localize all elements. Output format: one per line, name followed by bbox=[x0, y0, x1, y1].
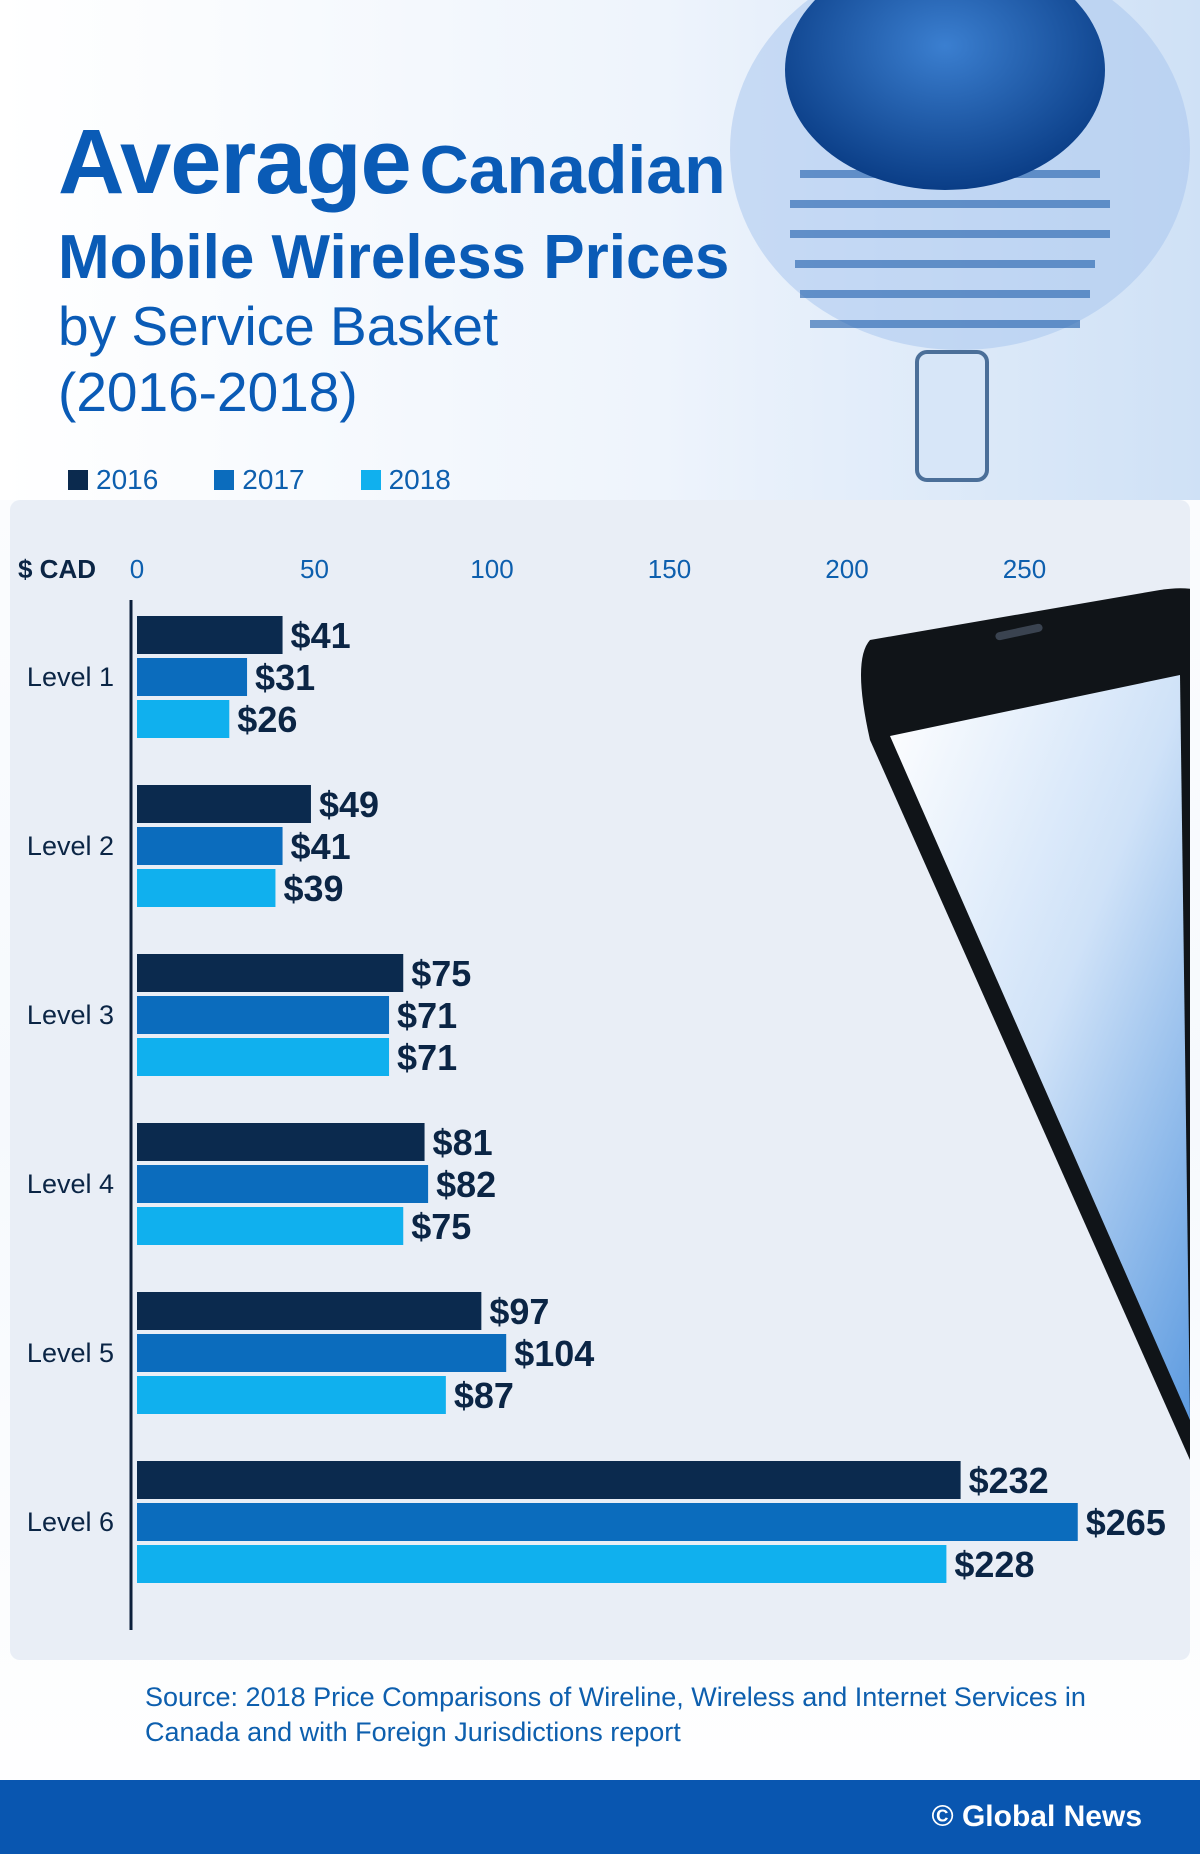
bar-2018-level-2 bbox=[137, 869, 276, 907]
legend-label-2016: 2016 bbox=[96, 464, 159, 495]
bar-2017-level-5 bbox=[137, 1334, 507, 1372]
bar-value-label: $232 bbox=[969, 1460, 1049, 1501]
x-tick-label: 50 bbox=[300, 554, 329, 584]
category-label: Level 5 bbox=[27, 1338, 114, 1368]
bar-value-label: $81 bbox=[433, 1122, 493, 1163]
brand-credit: © Global News bbox=[931, 1800, 1142, 1833]
bar-2018-level-6 bbox=[137, 1545, 947, 1583]
category-label: Level 4 bbox=[27, 1169, 114, 1199]
bar-2016-level-2 bbox=[137, 785, 311, 823]
category-label: Level 3 bbox=[27, 1000, 114, 1030]
bar-value-label: $75 bbox=[411, 953, 471, 994]
category-label: Level 6 bbox=[27, 1507, 114, 1537]
legend-item-2018: 2018 bbox=[360, 464, 451, 496]
bar-value-label: $71 bbox=[397, 1037, 457, 1078]
bar-2016-level-5 bbox=[137, 1292, 482, 1330]
title-canadian: Canadian bbox=[419, 132, 726, 208]
bar-value-label: $49 bbox=[319, 784, 379, 825]
legend-label-2017: 2017 bbox=[242, 464, 305, 495]
title-line-1: Average Canadian bbox=[58, 110, 726, 215]
bar-value-label: $75 bbox=[411, 1206, 471, 1247]
bar-2018-level-4 bbox=[137, 1207, 404, 1245]
footer-bar: © Global News bbox=[0, 1780, 1200, 1854]
chart-panel: $ CAD 0 50 100 150 200 250 Level 1 Level 2 Level … bbox=[10, 500, 1190, 1660]
bar-value-label: $228 bbox=[954, 1544, 1034, 1585]
bar-value-label: $41 bbox=[291, 615, 351, 656]
title-line-4: (2016-2018) bbox=[58, 361, 358, 423]
bar-value-label: $41 bbox=[291, 826, 351, 867]
x-tick-label: 150 bbox=[648, 554, 691, 584]
bar-value-label: $97 bbox=[489, 1291, 549, 1332]
x-tick-label: 0 bbox=[130, 554, 144, 584]
title-line-2: Mobile Wireless Prices bbox=[58, 223, 730, 292]
legend-swatch-2018 bbox=[360, 470, 381, 490]
bar-chart: $ CAD 0 50 100 150 200 250 Level 1 Level 2 Level … bbox=[18, 554, 1190, 1630]
bar-2016-level-1 bbox=[137, 616, 283, 654]
bar-2017-level-1 bbox=[137, 658, 248, 696]
axis-layer: $ CAD 0 50 100 150 200 250 Level 1 Level 2 Level … bbox=[18, 554, 1046, 1630]
source-note: Source: 2018 Price Comparisons of Wireli… bbox=[145, 1682, 1086, 1747]
category-label: Level 1 bbox=[27, 662, 114, 692]
category-label: Level 2 bbox=[27, 831, 114, 861]
bar-value-label: $39 bbox=[283, 868, 343, 909]
bar-2018-level-3 bbox=[137, 1038, 390, 1076]
legend-swatch-2017 bbox=[214, 470, 235, 490]
bar-value-label: $265 bbox=[1086, 1502, 1166, 1543]
x-tick-label: 250 bbox=[1003, 554, 1046, 584]
bar-2016-level-6 bbox=[137, 1461, 961, 1499]
legend-label-2018: 2018 bbox=[388, 464, 451, 495]
bar-2017-level-3 bbox=[137, 996, 390, 1034]
axis-unit-label: $ CAD bbox=[18, 554, 96, 584]
legend-swatch-2016 bbox=[68, 470, 88, 490]
bar-value-label: $82 bbox=[436, 1164, 496, 1205]
bar-2018-level-5 bbox=[137, 1376, 446, 1414]
bar-2016-level-3 bbox=[137, 954, 404, 992]
x-tick-label: 100 bbox=[470, 554, 513, 584]
hero-photo bbox=[0, 0, 1200, 500]
bar-value-label: $71 bbox=[397, 995, 457, 1036]
legend-item-2016: 2016 bbox=[68, 464, 158, 496]
bar-2018-level-1 bbox=[137, 700, 230, 738]
legend-item-2017: 2017 bbox=[214, 464, 305, 496]
x-tick-label: 200 bbox=[825, 554, 868, 584]
bar-value-label: $87 bbox=[454, 1375, 514, 1416]
legend: 2016 2017 2018 bbox=[68, 464, 451, 496]
bar-value-label: $104 bbox=[514, 1333, 594, 1374]
bar-value-label: $31 bbox=[255, 657, 315, 698]
bar-2017-level-4 bbox=[137, 1165, 429, 1203]
title-line-3: by Service Basket bbox=[58, 295, 499, 357]
bar-value-label: $26 bbox=[237, 699, 297, 740]
person-head-shape bbox=[785, 0, 1105, 190]
bar-2017-level-2 bbox=[137, 827, 283, 865]
bars-layer: $41$31$26$49$41$39$75$71$71$81$82$75$97$… bbox=[137, 615, 1166, 1585]
decorative-phone-icon bbox=[861, 588, 1190, 1460]
title-average: Average bbox=[58, 111, 412, 213]
held-phone-icon bbox=[915, 350, 989, 482]
bar-2016-level-4 bbox=[137, 1123, 425, 1161]
bar-2017-level-6 bbox=[137, 1503, 1078, 1541]
